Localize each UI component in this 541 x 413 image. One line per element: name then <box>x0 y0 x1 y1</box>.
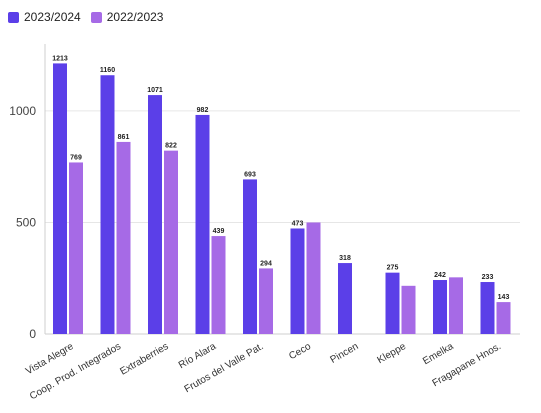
data-label-0-3: 982 <box>197 107 209 114</box>
legend-item-2023-2024[interactable]: 2023/2024 <box>8 10 81 24</box>
legend-swatch-2022-2023 <box>90 11 102 23</box>
bar-2023-2024-1 <box>100 75 115 334</box>
y-tick-label-500: 500 <box>16 215 36 229</box>
data-label-1-1: 861 <box>118 134 130 141</box>
bar-2022-2023-5 <box>306 222 321 334</box>
bar-2022-2023-8 <box>449 277 463 334</box>
bar-2022-2023-2 <box>164 150 178 334</box>
bar-2023-2024-7 <box>385 272 400 334</box>
data-label-1-4: 294 <box>260 260 272 267</box>
bar-2023-2024-4 <box>243 179 257 334</box>
bar-2023-2024-6 <box>338 263 352 334</box>
x-tick-label-8: Emelka <box>421 341 456 367</box>
data-label-0-1: 1160 <box>100 67 115 74</box>
x-tick-label-2: Extraberries <box>118 341 170 377</box>
legend-label-2022-2023: 2022/2023 <box>106 10 164 24</box>
bar-2022-2023-3 <box>211 236 226 334</box>
bar-2023-2024-3 <box>195 114 210 334</box>
data-label-0-5: 473 <box>292 220 304 227</box>
bar-2023-2024-5 <box>290 228 305 334</box>
legend-swatch-2023-2024 <box>8 11 19 23</box>
bar-2022-2023-7 <box>401 285 416 334</box>
data-label-0-9: 233 <box>482 274 494 281</box>
x-tick-label-5: Ceco <box>287 341 313 362</box>
bar-2022-2023-4 <box>259 268 273 334</box>
y-tick-label-1000: 1000 <box>9 104 36 118</box>
y-tick-label-0: 0 <box>29 327 36 341</box>
bar-2023-2024-8 <box>433 280 447 334</box>
bar-2023-2024-0 <box>53 63 67 335</box>
data-label-0-7: 275 <box>387 265 399 272</box>
data-label-0-8: 242 <box>434 272 446 279</box>
data-label-0-4: 693 <box>244 171 256 178</box>
x-tick-label-7: Kleppe <box>376 341 409 366</box>
x-tick-label-3: Río Alara <box>177 341 219 371</box>
data-label-1-9: 143 <box>498 294 510 301</box>
bar-2023-2024-2 <box>148 95 162 334</box>
bar-2022-2023-1 <box>116 141 131 334</box>
legend: 2023/2024 2022/2023 <box>8 10 163 24</box>
data-label-1-3: 439 <box>213 228 225 235</box>
legend-label-2023-2024: 2023/2024 <box>24 10 81 24</box>
legend-item-2022-2023[interactable]: 2022/2023 <box>90 10 164 24</box>
data-label-0-2: 1071 <box>147 87 163 94</box>
x-tick-label-4: Frutos del Valle Pat. <box>183 341 266 395</box>
x-tick-label-1: Coop. Prod. Integrados <box>28 341 123 402</box>
x-tick-label-6: Pincen <box>329 341 361 366</box>
bar-2022-2023-0 <box>69 162 83 334</box>
bar-2023-2024-9 <box>480 282 495 334</box>
bar-2022-2023-9 <box>496 302 511 334</box>
data-label-1-2: 822 <box>165 143 177 150</box>
data-label-0-6: 318 <box>339 255 351 262</box>
data-label-0-0: 1213 <box>52 55 68 62</box>
data-label-1-0: 769 <box>70 154 82 161</box>
